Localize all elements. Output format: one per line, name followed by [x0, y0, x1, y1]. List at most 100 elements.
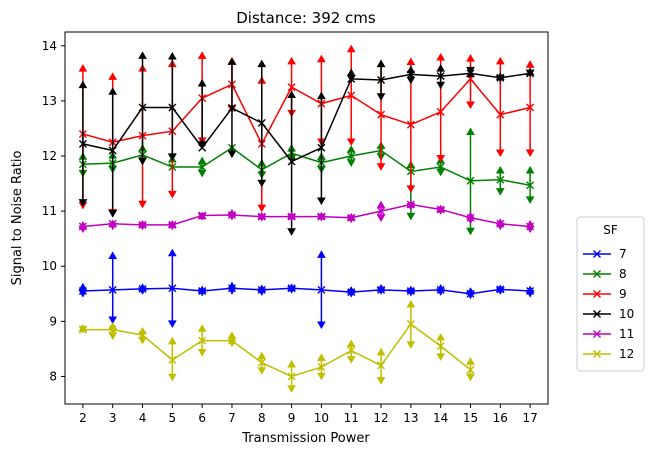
data-point: [496, 219, 505, 228]
series-line: [82, 203, 531, 228]
data-point: [406, 70, 415, 79]
series-8: [78, 127, 535, 236]
data-point: [257, 358, 266, 367]
data-point: [406, 320, 415, 329]
error-cap-low: [376, 377, 386, 385]
series-line: [82, 146, 531, 186]
x-tick-label: 15: [463, 411, 478, 425]
data-point: [227, 284, 236, 293]
error-cap-low: [406, 185, 416, 193]
error-cap-high: [317, 91, 326, 100]
data-point: [317, 285, 326, 294]
data-point: [78, 139, 87, 148]
error-cap-high: [317, 353, 326, 361]
data-point: [436, 163, 445, 172]
data-point: [138, 331, 147, 340]
data-point: [287, 83, 296, 92]
data-point: [257, 285, 266, 294]
error-cap-high: [227, 331, 237, 339]
data-point: [347, 213, 356, 222]
error-cap-low: [257, 204, 267, 213]
error-cap-low: [197, 169, 207, 178]
error-cap-high: [436, 64, 446, 72]
error-cap-low: [317, 372, 326, 381]
data-point: [436, 107, 445, 116]
legend-marker: [593, 270, 601, 278]
error-cap-low: [138, 336, 147, 345]
legend-label: 7: [619, 247, 627, 261]
x-tick-label: 6: [198, 411, 206, 425]
data-point: [108, 146, 117, 155]
series-9: [78, 44, 535, 217]
data-point: [526, 222, 535, 231]
legend-marker: [593, 310, 601, 318]
data-point: [526, 287, 535, 296]
x-tick-label: 16: [493, 411, 508, 425]
data-point: [436, 72, 445, 81]
x-tick-label: 8: [258, 411, 266, 425]
data-point: [287, 284, 296, 293]
data-point: [108, 219, 117, 228]
data-point: [496, 73, 505, 82]
error-cap-high: [108, 72, 118, 80]
x-tick-label: 13: [403, 411, 418, 425]
data-point: [466, 213, 475, 222]
series-line: [82, 77, 531, 146]
legend-label: 8: [619, 267, 627, 281]
error-cap-low: [466, 227, 475, 236]
x-tick-label: 3: [109, 411, 117, 425]
data-point: [377, 285, 386, 294]
legend-title: SF: [603, 223, 618, 237]
error-cap-high: [287, 56, 296, 65]
x-tick-label: 5: [169, 411, 177, 425]
data-point: [436, 342, 445, 351]
legend: SF7 8 9 10 11 12: [576, 216, 645, 372]
error-cap-high: [376, 347, 386, 356]
plot-frame: [64, 31, 549, 405]
data-point: [138, 284, 147, 293]
data-point: [526, 69, 535, 78]
data-point: [406, 200, 415, 209]
data-point: [406, 287, 415, 296]
series-7: [78, 248, 535, 329]
data-point: [168, 103, 177, 112]
data-point: [287, 372, 296, 381]
error-cap-high: [167, 336, 177, 345]
error-cap-low: [287, 385, 296, 393]
error-cap-high: [466, 127, 475, 135]
y-tick-label: 10: [42, 259, 57, 273]
legend-marker: [593, 290, 601, 298]
error-cap-high: [78, 80, 88, 89]
error-cap-high: [257, 351, 267, 360]
error-cap-low: [167, 153, 177, 161]
error-cap-low: [406, 76, 416, 85]
error-cap-high: [466, 54, 475, 62]
error-cap-high: [108, 87, 118, 95]
series-line: [82, 323, 471, 378]
data-point: [377, 361, 386, 370]
data-point: [287, 212, 296, 221]
error-cap-high: [197, 156, 207, 165]
error-cap-low: [167, 190, 177, 199]
error-cap-low: [436, 155, 446, 163]
error-cap-high: [197, 78, 207, 87]
legend-label: 9: [619, 287, 627, 301]
error-cap-high: [525, 166, 535, 174]
series-10: [78, 51, 535, 236]
error-cap-high: [138, 51, 147, 59]
y-axis-label: Signal to Noise Ratio: [10, 151, 25, 286]
data-point: [287, 157, 296, 166]
x-tick-label: 2: [79, 411, 87, 425]
error-cap-high: [346, 68, 356, 76]
data-point: [406, 120, 415, 129]
data-point: [198, 211, 207, 220]
data-point: [227, 104, 236, 113]
error-cap-high: [406, 65, 416, 74]
error-cap-low: [317, 321, 326, 329]
error-cap-high: [346, 145, 356, 153]
error-cap-low: [346, 138, 356, 146]
error-cap-low: [525, 149, 535, 157]
error-cap-low: [466, 101, 475, 110]
